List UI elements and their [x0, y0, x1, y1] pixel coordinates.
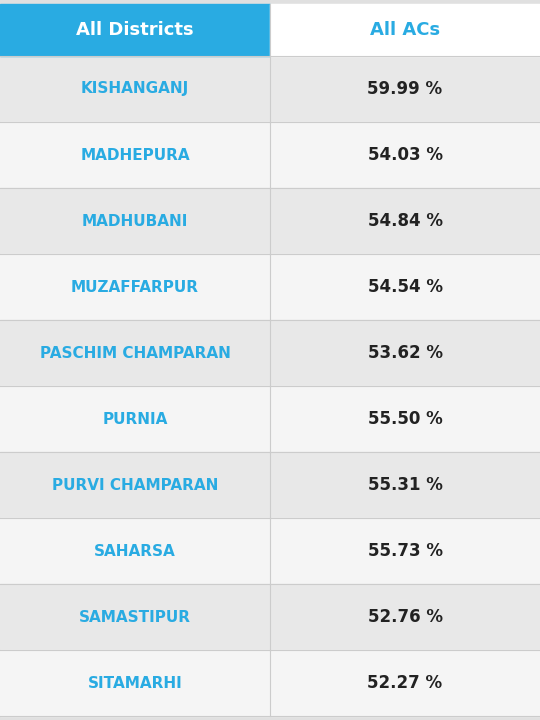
Text: 59.99 %: 59.99 % — [367, 80, 443, 98]
Bar — [0, 56, 540, 122]
Text: All Districts: All Districts — [76, 21, 194, 39]
Text: PURNIA: PURNIA — [102, 412, 168, 426]
Text: 54.84 %: 54.84 % — [368, 212, 442, 230]
Text: SAHARSA: SAHARSA — [94, 544, 176, 559]
Bar — [0, 452, 540, 518]
Text: SITAMARHI: SITAMARHI — [87, 675, 183, 690]
Text: MADHUBANI: MADHUBANI — [82, 214, 188, 228]
Text: PASCHIM CHAMPARAN: PASCHIM CHAMPARAN — [39, 346, 231, 361]
Bar — [0, 320, 540, 386]
Bar — [0, 254, 540, 320]
Bar — [0, 650, 540, 716]
Text: 55.31 %: 55.31 % — [368, 476, 442, 494]
Text: 55.73 %: 55.73 % — [368, 542, 442, 560]
Bar — [270, 4, 540, 56]
Text: 53.62 %: 53.62 % — [368, 344, 442, 362]
Text: KISHANGANJ: KISHANGANJ — [81, 81, 189, 96]
Text: 55.50 %: 55.50 % — [368, 410, 442, 428]
Text: 52.76 %: 52.76 % — [368, 608, 442, 626]
Bar — [0, 386, 540, 452]
Text: SAMASTIPUR: SAMASTIPUR — [79, 610, 191, 624]
Text: 54.54 %: 54.54 % — [368, 278, 442, 296]
Text: MADHEPURA: MADHEPURA — [80, 148, 190, 163]
Bar — [0, 188, 540, 254]
Bar — [0, 518, 540, 584]
Bar — [0, 122, 540, 188]
Text: 54.03 %: 54.03 % — [368, 146, 442, 164]
Text: All ACs: All ACs — [370, 21, 440, 39]
Text: 52.27 %: 52.27 % — [367, 674, 443, 692]
Text: PURVI CHAMPARAN: PURVI CHAMPARAN — [52, 477, 218, 492]
Bar — [0, 584, 540, 650]
Text: MUZAFFARPUR: MUZAFFARPUR — [71, 279, 199, 294]
Bar — [0, 4, 270, 56]
